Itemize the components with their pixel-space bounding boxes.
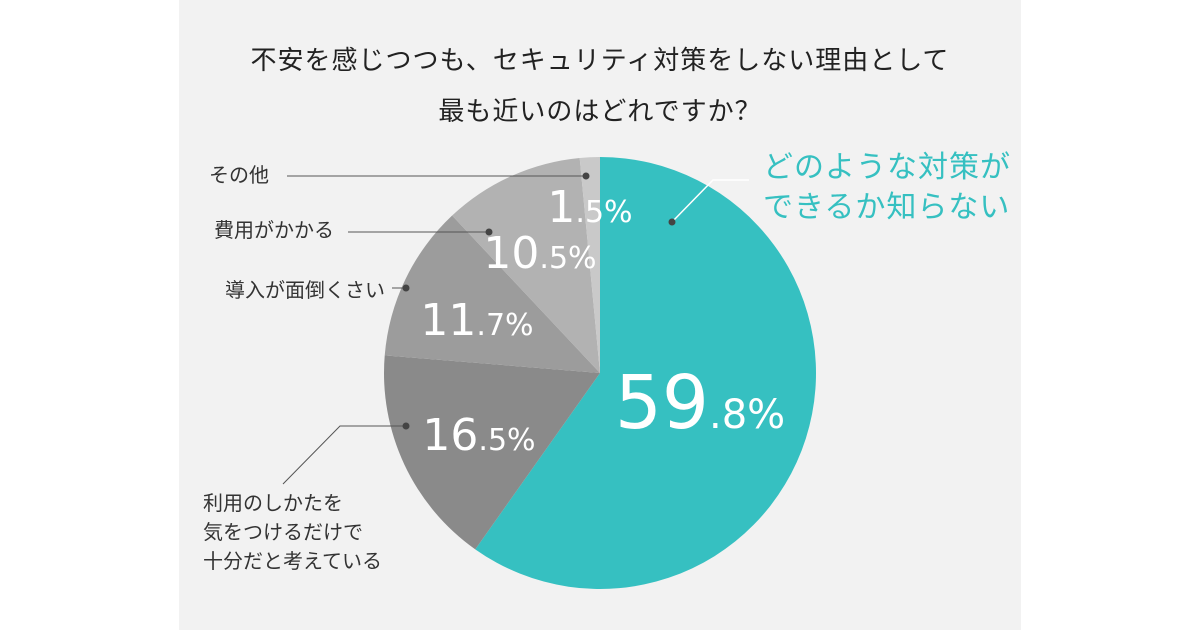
slice-troublesome: [384, 215, 600, 373]
leader-line: [671, 179, 749, 223]
slice-value-label: 1.5%: [547, 182, 632, 233]
slice-value-label: 59.8%: [615, 360, 785, 446]
slice-label-line: できるか知らない: [763, 190, 1011, 225]
slice-value-label: 10.5%: [483, 228, 596, 279]
slice-costly: [452, 157, 600, 373]
slice-label-other: その他: [209, 160, 269, 190]
slice-label-line: 十分だと考えている: [203, 549, 382, 573]
chart-title-line-1: 不安を感じつつも、セキュリティ対策をしない理由として: [250, 46, 950, 76]
slice-label-costly: 費用がかかる: [214, 215, 334, 245]
leader-dot: [668, 218, 676, 226]
slice-value-label: 11.7%: [420, 295, 533, 346]
chart-title-line-2: 最も近いのはどれですか？: [438, 97, 762, 127]
leader-line: [282, 425, 406, 485]
slice-label-line: 利用のしかたを: [203, 491, 343, 515]
slice-other: [579, 157, 600, 373]
slice-unknown-measures: [475, 157, 816, 589]
leader-dot: [402, 284, 410, 292]
slice-label-unknown-measures: どのような対策が できるか知らない: [763, 148, 1011, 228]
leader-dot: [485, 228, 493, 236]
slice-label-troublesome: 導入が面倒くさい: [225, 275, 385, 305]
slice-value-label: 16.5%: [422, 410, 535, 461]
slice-label-line: 費用がかかる: [214, 218, 334, 242]
slice-label-line: 気をつけるだけで: [203, 520, 363, 544]
slice-careful-usage: [383, 355, 600, 550]
slice-label-line: どのような対策が: [763, 150, 1011, 185]
slice-label-careful-usage: 利用のしかたを 気をつけるだけで 十分だと考えている: [203, 489, 382, 576]
leader-dot: [402, 422, 410, 430]
slice-label-line: その他: [209, 163, 269, 187]
slice-label-line: 導入が面倒くさい: [225, 278, 385, 302]
leader-dot: [582, 172, 590, 180]
